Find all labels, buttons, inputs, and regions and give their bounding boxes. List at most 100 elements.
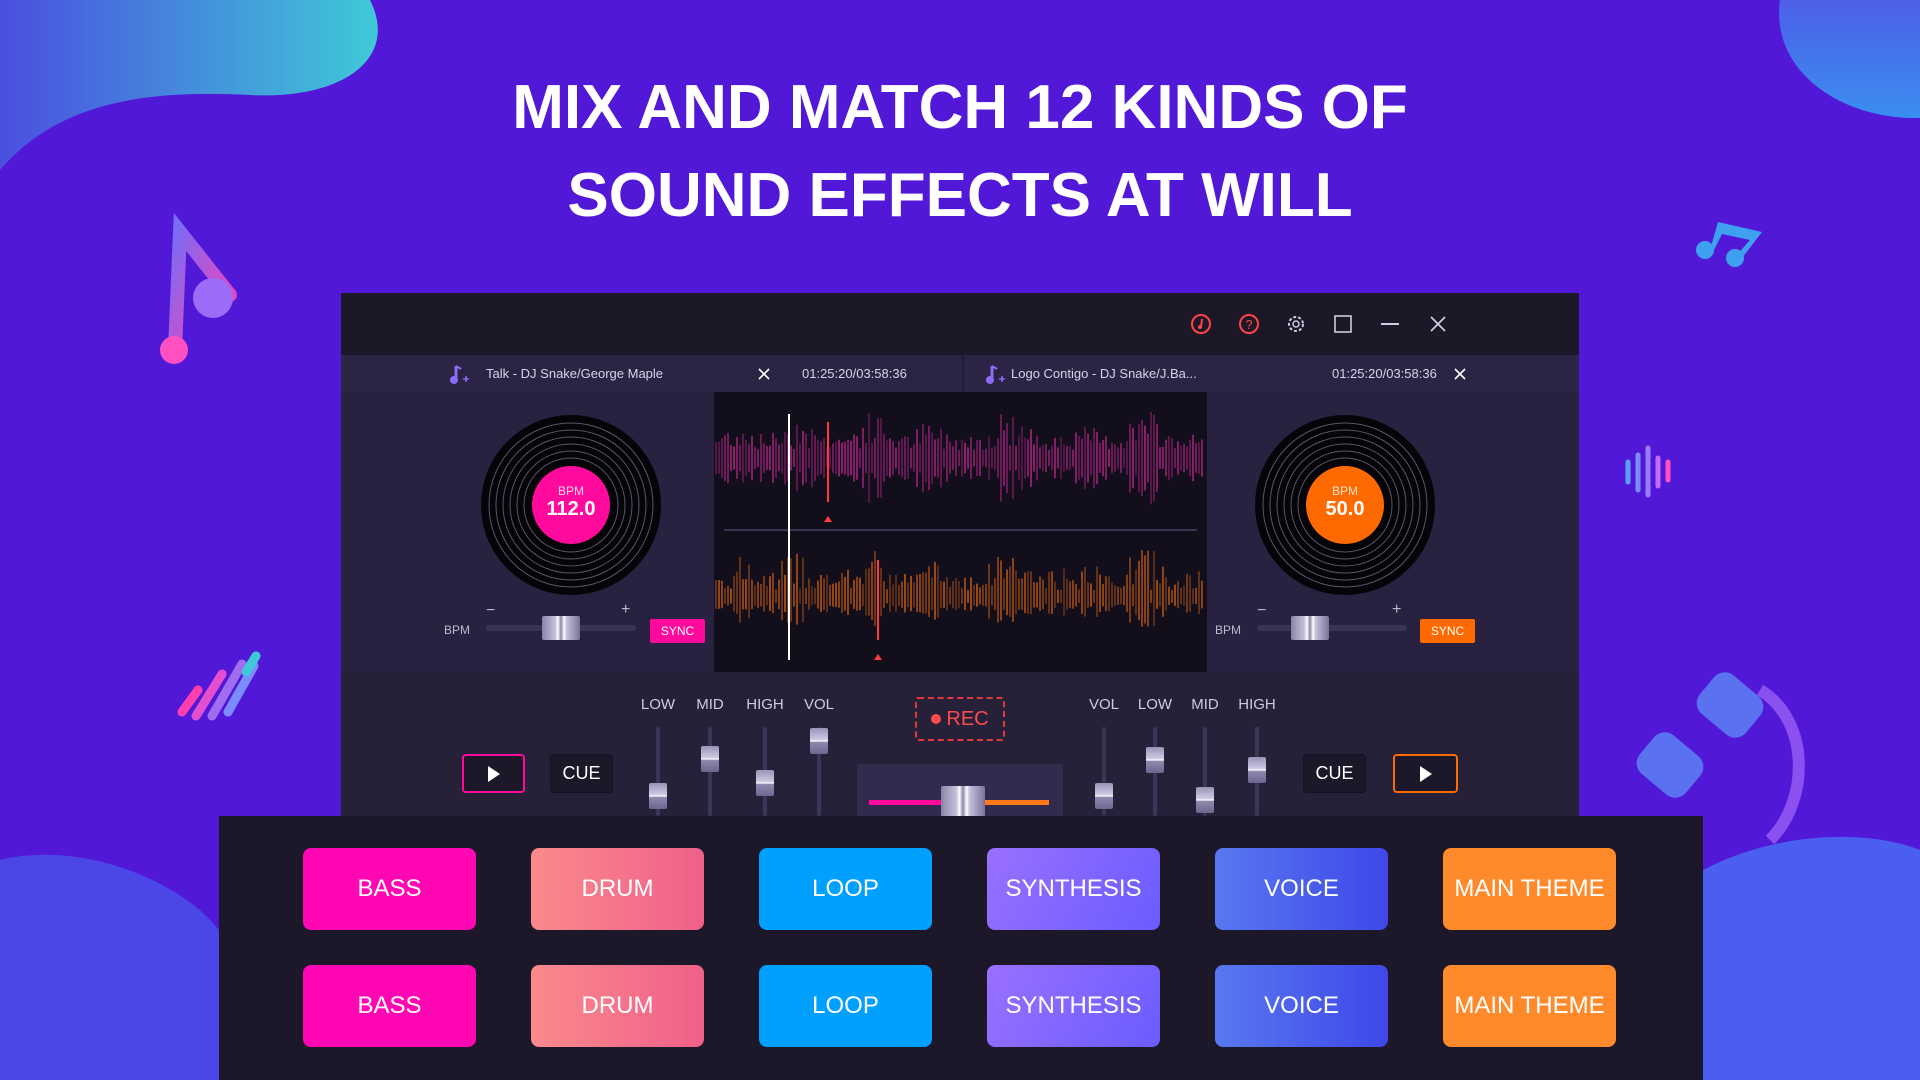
pad-main-theme[interactable]: MAIN THEME (1443, 965, 1616, 1047)
music-note-icon (160, 212, 237, 364)
music-note-small-icon (1696, 222, 1762, 267)
deck-b-header: Logo Contigo - DJ Snake/J.Ba... 01:25:20… (964, 355, 1579, 392)
bpm-slider-label: BPM (444, 623, 471, 637)
sync-button-a[interactable]: SYNC (650, 619, 705, 643)
play-button-b[interactable] (1393, 754, 1458, 793)
eq-fader-handle[interactable] (1146, 747, 1164, 774)
deck-b-time: 01:25:20/03:58:36 (1332, 366, 1437, 381)
deck-b-bpm-value: 50.0 (1325, 498, 1365, 520)
waveform-display[interactable] (714, 392, 1207, 672)
eq-fader-low[interactable] (656, 727, 660, 816)
play-icon (487, 765, 500, 782)
pad-bass[interactable]: BASS (303, 848, 476, 930)
record-label: REC (946, 707, 989, 730)
deck-b-track-name: Logo Contigo - DJ Snake/J.Ba... (1011, 366, 1197, 381)
pad-voice[interactable]: VOICE (1215, 848, 1388, 930)
cue-button-a[interactable]: CUE (550, 754, 613, 793)
minimize-icon[interactable] (1378, 312, 1402, 336)
crossfader-right-fill (959, 800, 1049, 805)
pitch-slider-a-handle[interactable] (542, 616, 580, 640)
eq-fader-vol[interactable] (1102, 727, 1106, 816)
sound-wave-icon (1625, 445, 1671, 498)
deck-b-bpm-label: BPM (1331, 484, 1358, 498)
close-icon[interactable] (1426, 312, 1450, 336)
eq-fader-handle[interactable] (756, 770, 774, 797)
cue-marker-b-arrow (874, 654, 882, 660)
sync-button-b[interactable]: SYNC (1420, 619, 1475, 643)
eq-fader-handle[interactable] (810, 727, 828, 754)
sound-pads-panel: BASS DRUM LOOP SYNTHESIS VOICE MAIN THEME BASS… (219, 816, 1703, 1080)
play-button-a[interactable] (462, 754, 525, 793)
add-music-icon[interactable] (984, 362, 1008, 386)
crossfader-panel (857, 764, 1063, 818)
cue-button-b[interactable]: CUE (1303, 754, 1366, 793)
eq-label-vol: VOL (1088, 696, 1120, 713)
music-disc-icon[interactable] (1189, 312, 1213, 336)
stripes-icon (177, 651, 261, 721)
pad-bass[interactable]: BASS (303, 965, 476, 1047)
pad-drum[interactable]: DRUM (531, 848, 704, 930)
pad-synthesis[interactable]: SYNTHESIS (987, 848, 1160, 930)
deck-a-track-name: Talk - DJ Snake/George Maple (486, 366, 664, 381)
pitch-minus-button[interactable]: − (1257, 602, 1267, 619)
eq-fader-mid[interactable] (1203, 727, 1207, 816)
headphones-icon (1636, 672, 1805, 845)
waveform (715, 411, 1203, 660)
crossfader-left-fill (869, 800, 959, 805)
dj-app-window: ? Talk - DJ Snake/George Maple 01:25:20/… (341, 293, 1579, 818)
mixer: CUE LOW MID HIGH VOL REC VOL LOW MID HIGH CUE (341, 672, 1579, 818)
vinyl-a[interactable] (480, 414, 662, 596)
deck-a-bpm-label: BPM (557, 484, 584, 498)
help-icon[interactable]: ? (1237, 312, 1261, 336)
eq-fader-vol[interactable] (817, 727, 821, 816)
play-icon (1419, 765, 1432, 782)
crossfader-handle[interactable] (940, 786, 985, 818)
blob-bottom-left (0, 854, 219, 1080)
title-bar: ? (341, 293, 1579, 355)
pitch-slider-b[interactable] (1257, 625, 1407, 631)
eq-label-high: HIGH (746, 696, 784, 713)
eq-fader-handle[interactable] (701, 745, 719, 772)
pitch-plus-button[interactable]: + (621, 601, 631, 618)
eq-label-high: HIGH (1238, 696, 1276, 713)
blob-top-right (1779, 0, 1920, 119)
gear-icon[interactable] (1284, 312, 1308, 336)
close-track-icon[interactable] (1453, 367, 1467, 381)
eq-fader-handle[interactable] (1095, 783, 1113, 810)
pad-drum[interactable]: DRUM (531, 965, 704, 1047)
headline-line-1: MIX AND MATCH 12 KINDS OF (512, 73, 1408, 142)
pitch-minus-button[interactable]: − (486, 602, 496, 619)
eq-label-low: LOW (640, 696, 676, 713)
bpm-slider-label: BPM (1215, 623, 1242, 637)
deck-a-bpm-value: 112.0 (546, 498, 596, 520)
eq-fader-handle[interactable] (1248, 757, 1266, 784)
eq-fader-handle[interactable] (649, 783, 667, 810)
blob-top-left (0, 0, 378, 170)
maximize-icon[interactable] (1331, 312, 1355, 336)
eq-label-mid: MID (696, 696, 724, 713)
pad-loop[interactable]: LOOP (759, 848, 932, 930)
pad-voice[interactable]: VOICE (1215, 965, 1388, 1047)
pitch-slider-b-handle[interactable] (1290, 616, 1329, 640)
cue-marker-a-arrow (824, 516, 832, 522)
add-music-icon[interactable] (448, 362, 472, 386)
eq-fader-handle[interactable] (1196, 786, 1214, 813)
blob-bottom-right (1703, 836, 1920, 1080)
deck-a: BPM 112.0 BPM − + SYNC (341, 392, 714, 672)
eq-label-low: LOW (1137, 696, 1173, 713)
pad-synthesis[interactable]: SYNTHESIS (987, 965, 1160, 1047)
deck-a-time: 01:25:20/03:58:36 (802, 366, 907, 381)
pitch-plus-button[interactable]: + (1392, 601, 1402, 618)
record-button[interactable]: REC (915, 697, 1005, 741)
deck-b: BPM 50.0 BPM − + SYNC (1207, 392, 1579, 672)
close-track-icon[interactable] (757, 367, 771, 381)
vinyl-b[interactable] (1254, 414, 1436, 596)
eq-label-mid: MID (1191, 696, 1219, 713)
svg-text:?: ? (1245, 317, 1252, 332)
pad-loop[interactable]: LOOP (759, 965, 932, 1047)
headline-line-2: SOUND EFFECTS AT WILL (567, 161, 1353, 230)
pad-main-theme[interactable]: MAIN THEME (1443, 848, 1616, 930)
eq-label-vol: VOL (803, 696, 835, 713)
deck-a-header: Talk - DJ Snake/George Maple 01:25:20/03… (341, 355, 962, 392)
